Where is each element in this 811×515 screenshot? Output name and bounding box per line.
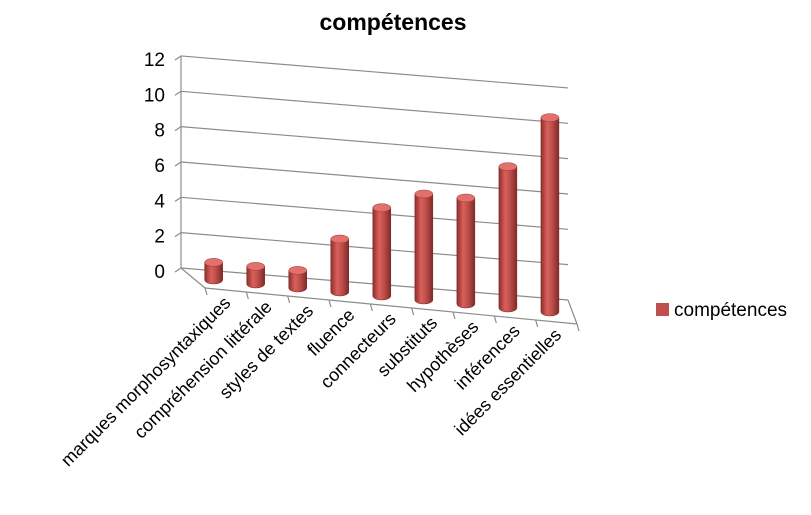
gridline-side: [174, 267, 182, 273]
y-tick-labels: 0 2 4 6 8 10 12: [144, 50, 166, 283]
bar: [540, 113, 560, 317]
x-tick: [411, 307, 415, 316]
y-tick-label: 12: [144, 50, 165, 71]
bar: [372, 203, 392, 301]
gridline-side: [174, 161, 182, 167]
bar: [414, 189, 434, 305]
legend-swatch: [656, 303, 669, 316]
gridline-side: [174, 232, 182, 238]
x-tick: [535, 319, 539, 328]
y-tick-label: 6: [154, 156, 165, 177]
y-tick-label: 2: [154, 227, 165, 248]
floor-edge: [567, 299, 578, 325]
x-tick-label: marques morphosyntaxiques: [57, 293, 235, 471]
x-tick: [452, 311, 456, 320]
y-tick-label: 10: [144, 85, 165, 106]
floor-edge: [180, 267, 206, 289]
gridline-side: [174, 90, 182, 96]
gridline-side: [174, 126, 182, 132]
chart-title: compétences: [319, 9, 466, 35]
x-tick: [204, 287, 208, 296]
y-tick-label: 4: [154, 191, 165, 212]
gridline-side: [174, 55, 182, 61]
bar: [288, 266, 307, 293]
bar: [498, 162, 518, 313]
bar: [330, 234, 350, 297]
x-axis: [204, 287, 578, 325]
axes: [180, 55, 580, 332]
x-tick: [493, 315, 497, 324]
x-tick: [245, 291, 249, 300]
y-tick-label: 8: [154, 121, 165, 142]
bar: [456, 193, 476, 309]
x-tick: [576, 323, 580, 332]
y-tick-label: 0: [154, 262, 165, 283]
x-tick: [328, 299, 332, 308]
gridline: [180, 126, 569, 160]
gridline: [180, 90, 569, 124]
legend-label: compétences: [674, 300, 787, 321]
x-tick: [287, 295, 291, 304]
legend: compétences: [656, 300, 787, 321]
bar: [204, 258, 223, 285]
gridline: [180, 55, 569, 89]
x-tick: [369, 303, 373, 312]
bar: [246, 262, 265, 289]
bars: [204, 113, 560, 317]
gridline-side: [174, 196, 182, 202]
